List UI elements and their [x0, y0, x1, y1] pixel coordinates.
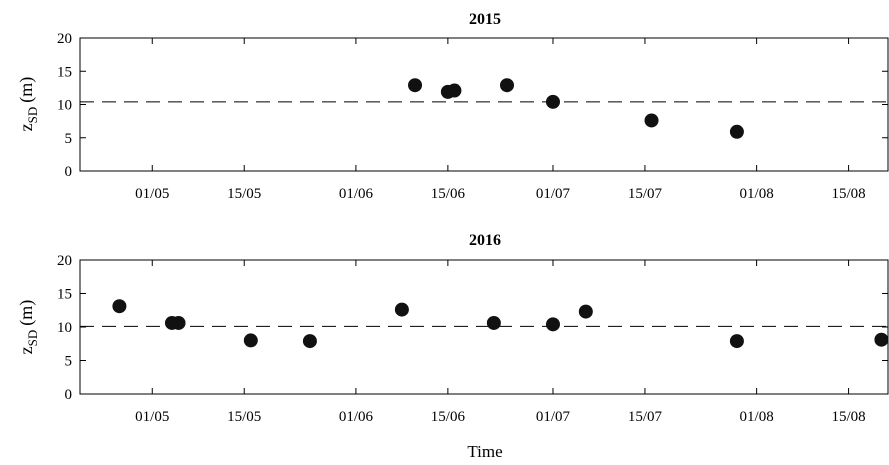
x-ticks: 01/05 15/05 01/06 15/06 01/07 15/07 01/08 15/08 — [135, 260, 866, 425]
panel-title: 2016 — [469, 232, 501, 249]
y-axis-label-symbol: z — [16, 123, 36, 131]
y-ticks: 0 5 10 15 20 — [57, 31, 888, 180]
x-tick-label: 15/06 — [431, 409, 466, 425]
x-tick-label: 15/07 — [628, 409, 663, 425]
x-tick-label: 15/05 — [227, 186, 261, 202]
y-ticks: 0 5 10 15 20 — [57, 253, 888, 403]
svg-text:zSD(m): zSD (m) — [16, 77, 40, 132]
panel-title: 2015 — [469, 11, 501, 28]
data-points — [408, 78, 744, 139]
y-axis-label: zSD (m) — [16, 77, 40, 132]
x-tick-label: 01/07 — [536, 186, 571, 202]
x-tick-label: 01/05 — [135, 409, 169, 425]
data-point — [243, 333, 258, 348]
y-tick-label: 20 — [57, 31, 72, 47]
y-tick-label: 5 — [65, 354, 73, 370]
y-axis-label: zSD (m) — [16, 300, 40, 355]
data-point — [408, 78, 423, 93]
x-tick-label: 15/08 — [831, 186, 865, 202]
y-tick-label: 0 — [65, 164, 73, 180]
data-point — [171, 315, 186, 330]
y-axis-label-unit: (m) — [16, 77, 37, 103]
x-ticks: 01/05 15/05 01/06 15/06 01/07 15/07 01/08 15/08 — [135, 38, 866, 202]
data-points — [112, 299, 889, 349]
x-tick-label: 15/06 — [431, 186, 466, 202]
data-point — [545, 317, 560, 332]
x-tick-label: 01/07 — [536, 409, 571, 425]
data-point — [486, 315, 501, 330]
plot-frame — [79, 37, 889, 172]
x-tick-label: 15/05 — [227, 409, 261, 425]
panel-2015: 2015 zSD (m) 0 5 10 15 20 01/05 15/05 01/06 15/0… — [16, 11, 889, 202]
panel-2016: 2016 zSD (m) 0 5 10 15 20 01/05 15/05 01/06 15/0… — [16, 232, 889, 425]
x-tick-label: 01/05 — [135, 186, 169, 202]
data-point — [729, 334, 744, 349]
data-point — [447, 83, 462, 98]
svg-text:zSD(m): zSD (m) — [16, 300, 40, 355]
y-tick-label: 15 — [57, 64, 72, 80]
plot-frame — [79, 259, 889, 395]
y-tick-label: 15 — [57, 287, 72, 303]
y-axis-label-symbol: z — [16, 346, 36, 354]
y-tick-label: 10 — [57, 320, 72, 336]
y-axis-label-unit: (m) — [16, 300, 37, 326]
x-tick-label: 01/06 — [339, 186, 374, 202]
data-point — [499, 78, 514, 93]
y-tick-label: 0 — [65, 387, 73, 403]
x-tick-label: 01/08 — [740, 186, 774, 202]
data-point — [394, 302, 409, 317]
data-point — [874, 332, 889, 347]
x-tick-label: 01/08 — [740, 409, 774, 425]
data-point — [545, 94, 560, 109]
x-tick-label: 15/08 — [831, 409, 865, 425]
x-tick-label: 15/07 — [628, 186, 663, 202]
data-point — [302, 334, 317, 349]
x-tick-label: 01/06 — [339, 409, 374, 425]
data-point — [644, 113, 659, 128]
y-tick-label: 5 — [65, 131, 73, 147]
y-tick-label: 10 — [57, 98, 72, 114]
data-point — [112, 299, 127, 314]
y-axis-label-subscript: SD — [25, 330, 40, 347]
y-axis-label-subscript: SD — [25, 107, 40, 124]
x-axis-label: Time — [467, 442, 502, 461]
data-point — [578, 304, 593, 319]
y-tick-label: 20 — [57, 253, 72, 269]
data-point — [729, 124, 744, 139]
